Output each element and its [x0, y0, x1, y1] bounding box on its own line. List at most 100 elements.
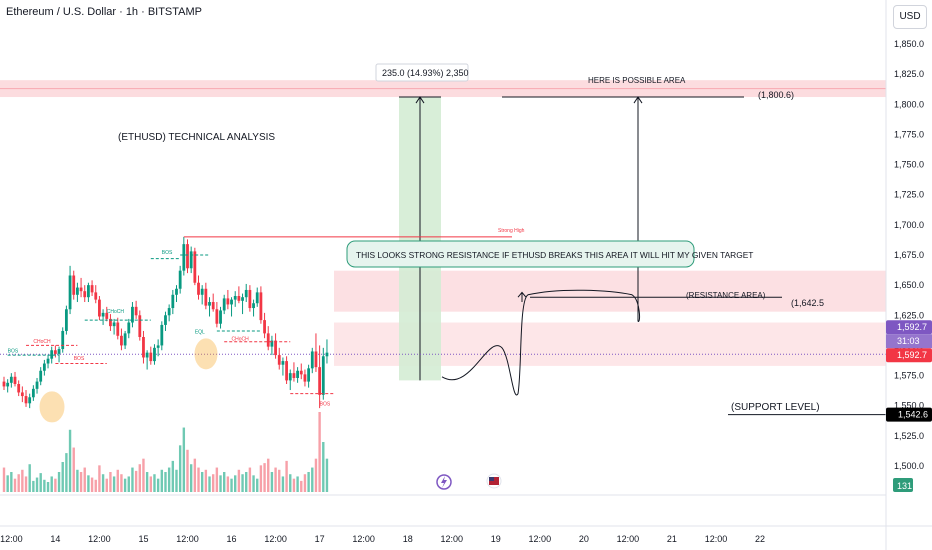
volume-bar	[138, 464, 141, 492]
candle-body	[90, 285, 94, 293]
candle-body	[248, 289, 252, 309]
candle-body	[193, 251, 197, 283]
candle-body	[211, 302, 215, 310]
candle-body	[24, 396, 28, 404]
candle-body	[6, 382, 10, 387]
candle-body	[226, 298, 230, 305]
resistance-label: (RESISTANCE AREA)	[686, 291, 766, 300]
volume-bar	[50, 476, 53, 492]
y-tick-label: 1,625.0	[894, 310, 924, 320]
volume-bar	[112, 476, 116, 492]
volume-bar	[182, 427, 186, 492]
candle-body	[87, 285, 90, 298]
volume-bar	[61, 462, 64, 492]
x-tick-label: 12:00	[617, 534, 640, 544]
structure-marker: CHoCH	[33, 339, 51, 345]
structure-marker: CHoCH	[232, 337, 250, 343]
candle-body	[281, 361, 285, 365]
candle-body	[204, 288, 208, 306]
us-flag-canton	[489, 477, 494, 481]
support-label: (SUPPORT LEVEL)	[731, 402, 820, 413]
candle-body	[105, 312, 109, 319]
candle-body	[72, 275, 76, 295]
volume-bar	[200, 472, 204, 492]
volume-bar	[127, 476, 130, 492]
volume-bar	[2, 467, 6, 492]
candle-body	[310, 351, 314, 369]
x-tick-label: 19	[491, 534, 501, 544]
volume-bar	[178, 445, 182, 492]
y-tick-label: 1,700.0	[894, 220, 924, 230]
volume-bar	[318, 412, 321, 492]
countdown-text: 31:03	[897, 336, 920, 346]
volume-bar	[131, 467, 134, 492]
candle-body	[303, 374, 307, 382]
volume-bar	[90, 477, 94, 492]
candle-body	[131, 306, 134, 323]
candle-body	[127, 322, 131, 334]
structure-marker: CHoCH	[107, 309, 125, 315]
chart-title: Ethereum / U.S. Dollar · 1h · BITSTAMP	[6, 6, 203, 18]
resistance-value-label: (1,642.5	[791, 298, 824, 308]
x-tick-label: 12:00	[176, 534, 199, 544]
candle-body	[208, 302, 211, 306]
target-value-label: (1,800.6)	[758, 90, 794, 100]
x-tick-label: 20	[579, 534, 589, 544]
volume-bar	[32, 480, 35, 492]
volume-bar	[303, 474, 307, 492]
volume-bar	[35, 477, 39, 492]
candle-body	[299, 370, 303, 375]
candle-body	[255, 292, 259, 304]
callout-text: THIS LOOKS STRONG RESISTANCE IF ETHUSD B…	[356, 250, 753, 260]
structure-marker: BOS	[320, 402, 331, 408]
volume-bar	[145, 472, 149, 492]
candle-body	[244, 289, 248, 298]
x-tick-label: 12:00	[0, 534, 23, 544]
candle-body	[197, 282, 200, 295]
candle-body	[64, 309, 68, 331]
volume-bar	[171, 460, 175, 492]
volume-bar	[186, 449, 189, 492]
volume-tag-text: 131	[897, 481, 912, 491]
candle-body	[288, 373, 292, 381]
volume-bar	[245, 472, 248, 492]
y-tick-label: 1,550.0	[894, 401, 924, 411]
volume-bar	[39, 473, 42, 492]
volume-bar	[83, 467, 86, 492]
volume-bar	[278, 469, 281, 492]
x-tick-label: 12:00	[88, 534, 111, 544]
structure-marker: EQL	[195, 329, 205, 335]
volume-bar	[65, 453, 68, 492]
volume-bar	[267, 458, 270, 492]
volume-bar	[211, 474, 215, 492]
candle-body	[112, 322, 116, 327]
volume-bar	[156, 478, 160, 492]
candle-body	[17, 384, 21, 393]
candle-body	[233, 295, 237, 300]
volume-bar	[296, 476, 299, 492]
volume-bar	[234, 475, 237, 492]
candle-body	[263, 320, 266, 334]
candle-body	[28, 397, 32, 404]
volume-bar	[149, 476, 152, 492]
volume-bar	[98, 465, 101, 492]
candle-body	[222, 298, 226, 311]
candle-body	[259, 292, 263, 321]
volume-bar	[289, 474, 292, 492]
volume-bar	[307, 472, 310, 492]
volume-bar	[28, 464, 31, 492]
candle-body	[20, 392, 24, 397]
y-tick-label: 1,850.0	[894, 39, 924, 49]
volume-bar	[292, 478, 296, 492]
candle-body	[189, 251, 193, 269]
candle-body	[167, 308, 171, 316]
currency-button[interactable]: USD	[893, 5, 927, 29]
structure-marker: BOS	[74, 356, 85, 362]
y-tick-label: 1,825.0	[894, 69, 924, 79]
volume-bar	[94, 479, 97, 492]
volume-bar	[263, 463, 266, 492]
candle-body	[160, 324, 164, 346]
candle-body	[9, 376, 13, 383]
timer-price-tag	[886, 320, 932, 335]
